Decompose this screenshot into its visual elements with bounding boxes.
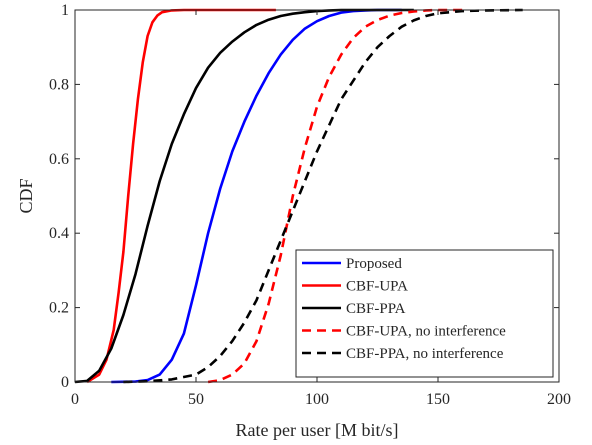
series-line-4: [207, 8, 463, 384]
x-tick-label: 50: [188, 391, 204, 408]
y-tick-label: 0: [61, 374, 69, 391]
series-layer: [74, 8, 523, 384]
y-tick-label: 0.8: [49, 76, 69, 93]
x-axis-label: Rate per user [M bit/s]: [236, 420, 399, 440]
series-line-5: [123, 8, 523, 384]
x-tick-label: 100: [305, 391, 329, 408]
legend-label-4: CBF-UPA, no interference: [346, 324, 506, 340]
y-tick-label: 0.4: [49, 225, 69, 242]
legend-label-5: CBF-PPA, no interference: [346, 346, 504, 362]
legend-label-3: CBF-PPA: [346, 301, 406, 317]
legend-label-1: Proposed: [346, 256, 402, 272]
y-tick-label: 0.6: [49, 151, 69, 168]
legend-label-2: CBF-UPA: [346, 279, 408, 295]
axes-layer: 0 50 100 150 200 0 0.2 0.4 0.6 0.8 1: [49, 2, 571, 408]
y-axis-label: CDF: [16, 178, 36, 213]
legend-box: [295, 249, 554, 378]
x-tick-label: 200: [547, 391, 571, 408]
series-line-3: [74, 8, 414, 384]
x-tick-label: 0: [71, 391, 79, 408]
y-tick-label: 0.2: [49, 300, 69, 317]
legend: Proposed CBF-UPA CBF-PPA CBF-UPA, no interf…: [295, 249, 554, 378]
x-tick-label: 150: [426, 391, 450, 408]
y-tick-label: 1: [61, 2, 69, 19]
